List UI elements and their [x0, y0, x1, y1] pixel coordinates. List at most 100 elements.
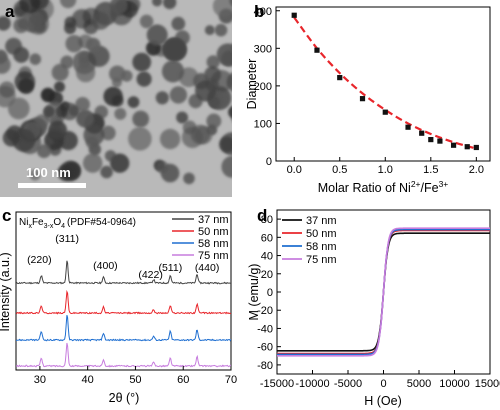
x-axis-label-d: H (Oe)	[364, 394, 402, 408]
panel-letter-d: d	[257, 206, 267, 225]
nanoparticle	[7, 97, 30, 120]
nanoparticle	[29, 169, 41, 181]
nanoparticle	[75, 97, 90, 112]
legend-label-c: 75 nm	[198, 250, 229, 262]
nanoparticle	[127, 96, 140, 108]
nanoparticle	[76, 63, 96, 83]
nanoparticle	[212, 0, 232, 17]
nanoparticle	[206, 113, 222, 129]
nanoparticle	[85, 136, 99, 149]
x-tick-label-c: 60	[177, 374, 189, 386]
panel-a: 100 nm a	[0, 0, 245, 197]
plot-frame-b	[275, 6, 491, 162]
peak-label: (400)	[93, 260, 118, 272]
panel-letter-a: a	[5, 2, 15, 21]
nanoparticle	[132, 52, 152, 72]
scale-bar	[18, 183, 86, 188]
data-point	[291, 12, 297, 18]
legend-label-c: 50 nm	[198, 226, 229, 238]
peak-label: (220)	[27, 254, 52, 266]
y-tick-label-b: 200	[254, 81, 272, 93]
nanoparticle	[183, 172, 195, 185]
nanoparticle	[64, 22, 77, 35]
fit-line	[293, 16, 477, 150]
axis-ticks-c: 30 40 50 60 70	[34, 366, 237, 386]
nanoparticle	[139, 14, 154, 29]
legend-label-d: 58 nm	[306, 241, 337, 253]
nanoparticle	[48, 120, 67, 140]
data-point	[419, 130, 425, 136]
x-tick-label-d: -15000	[260, 378, 294, 390]
nanoparticle	[235, 0, 245, 8]
nanoparticle	[91, 11, 110, 30]
data-point	[405, 124, 411, 130]
y-tick-label-b: 300	[254, 43, 272, 55]
nanoparticle	[162, 37, 186, 62]
nanoparticle	[86, 37, 101, 53]
nanoparticle	[35, 114, 50, 129]
xrd-reference-title: NixFe3-xO4 (PDF#54-0964)	[19, 217, 136, 230]
x-tick-label-d: -10000	[295, 378, 329, 390]
nanoparticle	[0, 49, 8, 64]
peak-label: (422)	[138, 269, 163, 281]
nanoparticle	[94, 105, 109, 119]
y-axis-label-d: M (emu/g)	[247, 264, 261, 321]
xrd-line-58-nm	[16, 315, 231, 342]
y-tick-label-d: 40	[261, 251, 273, 263]
xrd-patterns	[16, 260, 231, 368]
legend-label-c: 37 nm	[198, 214, 229, 226]
hysteresis-loops	[277, 227, 490, 357]
nanoparticle	[71, 9, 92, 29]
nanoparticle	[146, 24, 168, 46]
nanoparticle	[55, 105, 68, 118]
y-axis-label-c: Intensity (a.u.)	[0, 252, 12, 331]
legend-label-d: 37 nm	[306, 215, 337, 227]
y-tick-label-b: 100	[254, 118, 272, 130]
panel-d: d -15000-10000 -5000 0 5000 10000 15000 -80 -60…	[247, 206, 500, 408]
micrograph-particles	[0, 0, 245, 185]
data-point	[314, 47, 320, 53]
data-point	[382, 109, 388, 115]
x-tick-label-b: 0.5	[332, 164, 347, 176]
data-point	[359, 96, 366, 102]
peak-label: (511)	[158, 262, 182, 274]
nanoparticle	[2, 129, 20, 147]
peak-label: (311)	[55, 233, 79, 245]
nanoparticle	[65, 35, 83, 53]
fit-curve-b	[293, 16, 477, 150]
data-point	[337, 75, 343, 81]
nanoparticle	[82, 153, 103, 173]
y-tick-label-d: 60	[261, 232, 273, 244]
nanoparticle	[230, 44, 232, 52]
y-axis-label-b: Diameter	[245, 59, 259, 110]
y-tick-label-d: 80	[261, 214, 273, 226]
nanoparticle	[5, 37, 23, 55]
nanoparticle	[136, 71, 152, 87]
nanoparticle	[109, 65, 126, 83]
x-tick-label-d: -5000	[334, 378, 362, 390]
peak-label: (440)	[195, 262, 220, 274]
x-tick-label-d: 5000	[407, 378, 431, 390]
panel-letter-c: c	[2, 206, 11, 225]
data-point	[428, 136, 434, 143]
nanoparticle	[206, 55, 220, 69]
y-tick-label-d: -20	[257, 305, 273, 317]
nanoparticle	[14, 71, 36, 92]
scale-bar-label: 100 nm	[26, 165, 71, 180]
legend-label-d: 75 nm	[306, 254, 337, 266]
nanoparticle	[181, 126, 203, 148]
nanoparticle	[0, 16, 11, 31]
nanoparticle	[156, 161, 169, 174]
nanoparticle	[54, 81, 65, 93]
x-tick-label-c: 40	[82, 374, 94, 386]
y-tick-label-d: -40	[257, 323, 273, 335]
y-tick-label-b: 0	[266, 156, 272, 168]
nanoparticle	[231, 116, 232, 121]
data-point	[450, 142, 457, 148]
xrd-line-37-nm	[16, 260, 231, 285]
nanoparticle	[216, 43, 232, 66]
nanoparticle	[104, 150, 117, 162]
